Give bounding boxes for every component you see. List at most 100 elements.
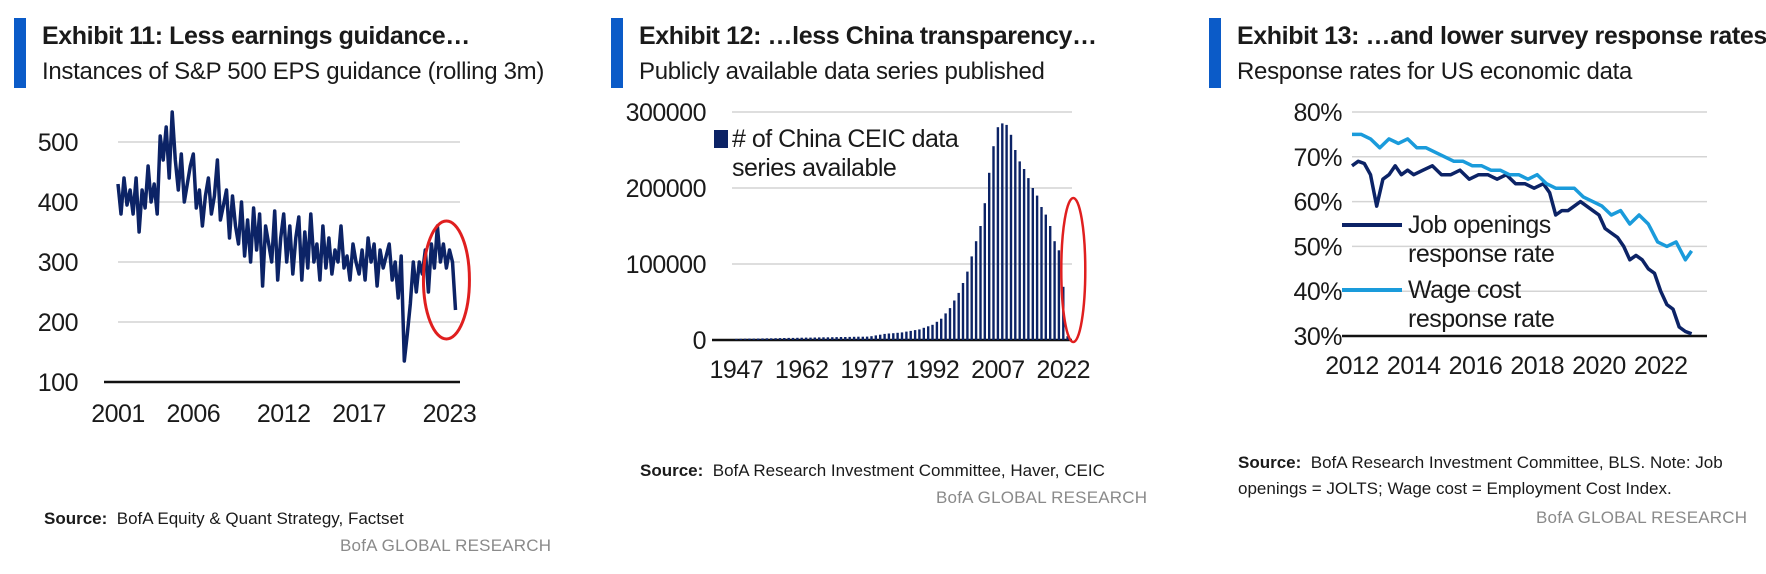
- chart-china-ceic: 0 100000 200000 300000 1947 1962 1977 1992 2007 2…: [626, 99, 1091, 384]
- bar-1948: [739, 338, 742, 340]
- highlight-circle: [1060, 196, 1087, 344]
- source-text: BofA Equity & Quant Strategy, Factset: [116, 509, 404, 528]
- bar-1994: [940, 318, 943, 340]
- brand-label: BofA GLOBAL RESEARCH: [1536, 508, 1748, 527]
- bar-1976: [861, 336, 864, 340]
- y-tick-label: 300000: [626, 99, 706, 127]
- x-tick-label: 2014: [1387, 352, 1441, 380]
- x-tick-label: 1977: [840, 356, 894, 384]
- x-tick-label: 2001: [91, 400, 145, 428]
- bar-1985: [900, 332, 904, 340]
- source-label: Source:: [640, 461, 704, 480]
- bar-1982: [887, 333, 891, 340]
- exhibit-title: Exhibit 13: …and lower survey response r…: [1237, 22, 1766, 50]
- bar-1981: [883, 333, 886, 340]
- x-tick-label: 2020: [1572, 352, 1626, 380]
- bar-2021: [1057, 250, 1061, 340]
- x-tick-label: 2012: [257, 400, 311, 428]
- bar-1951: [752, 338, 755, 340]
- bar-2006: [992, 146, 995, 340]
- exhibit-subtitle: Instances of S&P 500 EPS guidance (rolli…: [42, 58, 545, 85]
- bar-2011: [1014, 150, 1017, 340]
- bar-1995: [944, 313, 947, 340]
- bar-1980: [879, 334, 882, 340]
- bar-1977: [865, 336, 869, 340]
- legend-label-line2: series available: [732, 154, 896, 182]
- y-tick-label: 70%: [1293, 144, 1342, 172]
- bar-1997: [953, 300, 956, 340]
- bar-1979: [874, 335, 877, 340]
- y-tick-label: 500: [38, 129, 78, 157]
- brand-label: BofA GLOBAL RESEARCH: [936, 488, 1148, 507]
- bar-1954: [765, 338, 769, 340]
- y-tick-label: 80%: [1293, 99, 1342, 127]
- bar-1952: [757, 338, 760, 340]
- x-tick-label: 1947: [710, 356, 764, 384]
- x-tick-label: 1962: [775, 356, 829, 384]
- bar-1963: [804, 337, 808, 340]
- y-tick-label: 200000: [626, 175, 706, 203]
- bar-2001: [970, 256, 973, 340]
- bar-2017: [1040, 207, 1043, 340]
- highlight-circle: [421, 219, 471, 341]
- series-line-job-openings: [1350, 159, 1693, 336]
- bar-1956: [774, 338, 777, 340]
- bar-1984: [896, 332, 899, 340]
- bar-1990: [922, 327, 925, 340]
- bar-1966: [818, 337, 821, 340]
- bar-2004: [983, 203, 986, 340]
- x-tick-label: 2022: [1036, 356, 1090, 384]
- bar-1959: [787, 337, 790, 340]
- y-tick-label: 400: [38, 189, 78, 217]
- bar-1971: [839, 337, 843, 340]
- chart-survey-response: 30% 40% 50% 60% 70% 80% 2012 2014 2016 2018 2020 20…: [1293, 99, 1707, 380]
- y-tick-label: 30%: [1293, 323, 1342, 351]
- y-tick-label: 200: [38, 309, 78, 337]
- bar-1961: [796, 337, 799, 340]
- series-line-eps-guidance: [116, 110, 458, 363]
- exhibit-subtitle: Response rates for US economic data: [1237, 58, 1633, 85]
- bar-1950: [748, 338, 751, 340]
- bar-1975: [857, 336, 860, 340]
- bar-1947: [735, 338, 738, 340]
- x-tick-label: 2018: [1510, 352, 1564, 380]
- bar-1958: [783, 338, 786, 340]
- y-tick-label: 0: [693, 327, 706, 355]
- y-tick-label: 60%: [1293, 189, 1342, 217]
- legend-label-job-openings-line2: response rate: [1408, 240, 1554, 268]
- bar-2003: [979, 226, 982, 340]
- series-line-wage-cost: [1352, 132, 1694, 262]
- legend-label-job-openings: Job openings: [1408, 211, 1551, 239]
- source-note: Source: BofA Equity & Quant Strategy, Fa…: [44, 506, 524, 532]
- bar-2005: [988, 172, 991, 340]
- exhibit-accent-bar: [1209, 18, 1221, 88]
- bar-1999: [961, 283, 965, 340]
- bar-1960: [791, 337, 795, 340]
- bar-2002: [974, 241, 978, 340]
- bar-2020: [1053, 241, 1056, 340]
- x-tick-label: 2017: [332, 400, 386, 428]
- bar-2016: [1035, 195, 1039, 340]
- x-tick-label: 2022: [1634, 352, 1688, 380]
- x-tick-label: 2016: [1449, 352, 1503, 380]
- bar-2015: [1031, 188, 1034, 340]
- bar-1974: [852, 336, 856, 340]
- bar-1986: [905, 331, 908, 340]
- x-tick-label: 2023: [423, 400, 477, 428]
- bar-2014: [1027, 178, 1030, 340]
- bar-1969: [831, 337, 834, 340]
- bar-2008: [1001, 123, 1004, 341]
- legend-swatch: [714, 130, 728, 148]
- x-tick-label: 2007: [971, 356, 1025, 384]
- bar-1962: [800, 337, 803, 340]
- bar-1987: [909, 330, 912, 340]
- bar-1953: [761, 338, 764, 340]
- legend-label-line1: # of China CEIC data: [732, 125, 959, 153]
- bar-1993: [935, 321, 939, 340]
- bar-2010: [1009, 134, 1013, 340]
- bar-2013: [1022, 169, 1026, 340]
- bar-1955: [770, 338, 773, 340]
- bar-2018: [1044, 214, 1047, 340]
- bar-1970: [835, 337, 838, 340]
- bar-1991: [927, 326, 930, 340]
